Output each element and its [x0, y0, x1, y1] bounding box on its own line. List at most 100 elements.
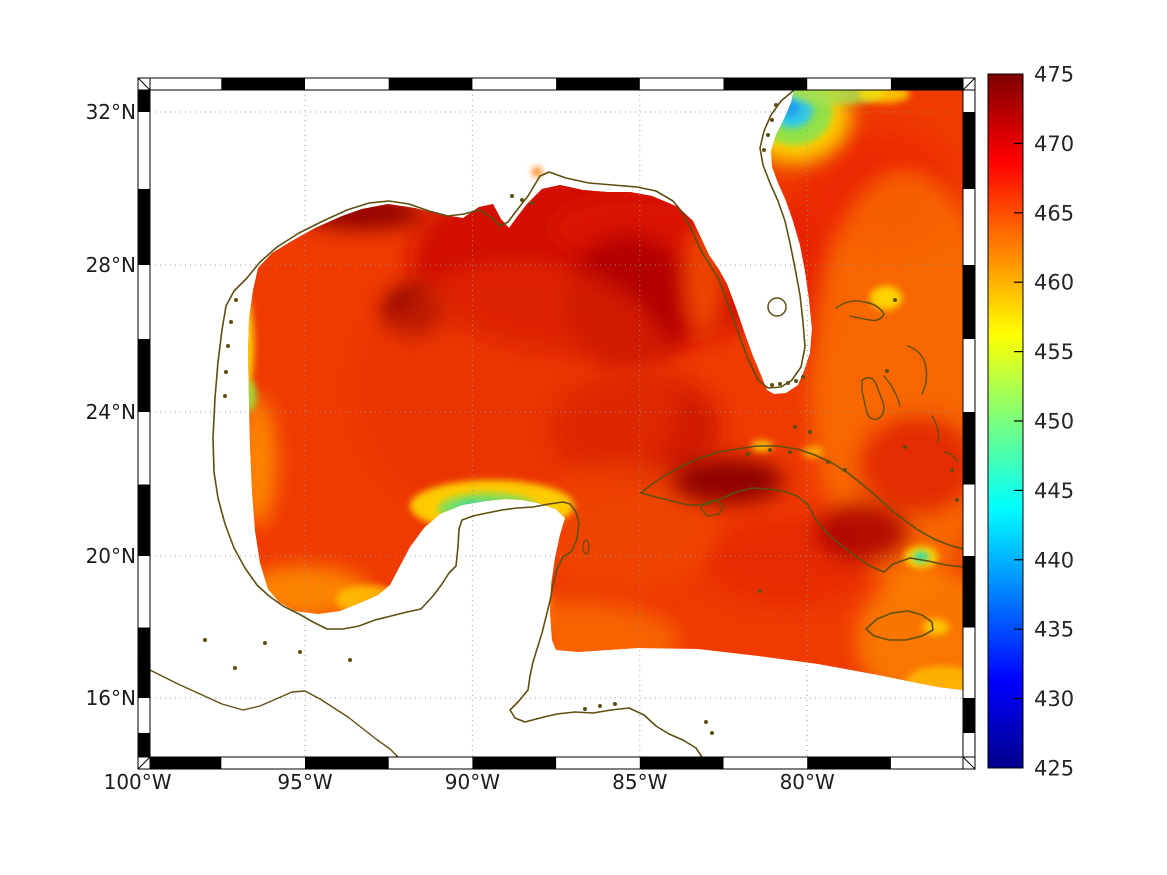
data-blob	[906, 666, 963, 690]
islet	[766, 133, 770, 137]
data-blob	[360, 260, 680, 520]
frame-segment	[138, 627, 150, 698]
data-blob	[438, 493, 538, 525]
data-blob	[248, 397, 276, 527]
data-blob	[248, 380, 257, 412]
islet	[903, 445, 907, 449]
lat-tick-label: 20°N	[86, 544, 136, 568]
islet	[203, 638, 207, 642]
islet	[520, 198, 524, 202]
data-blob	[816, 504, 908, 560]
frame-segment	[138, 339, 150, 412]
islet	[794, 379, 798, 383]
frame-segment	[963, 698, 975, 733]
data-blob	[780, 99, 800, 117]
islet	[223, 394, 227, 398]
lake-okeechobee	[767, 297, 787, 317]
data-blob	[530, 460, 720, 590]
lon-tick-label: 95°W	[277, 770, 332, 794]
frame-segment	[556, 78, 640, 90]
frame-segment	[388, 78, 473, 90]
frame-corner-miter	[137, 77, 151, 91]
islet	[583, 707, 587, 711]
frame-segment	[807, 757, 891, 769]
islet	[768, 448, 772, 452]
islet	[598, 704, 602, 708]
islet	[233, 666, 237, 670]
islet	[770, 383, 774, 387]
colorbar-tick-label: 425	[1034, 757, 1074, 781]
islet	[224, 370, 228, 374]
latitude-labels: 32°N 28°N 24°N 20°N 16°N	[86, 100, 136, 710]
colorbar-tick-label: 475	[1034, 63, 1074, 87]
colorbar-tick-label: 445	[1034, 479, 1074, 503]
frame-corner-miter	[137, 756, 151, 770]
islet	[885, 369, 889, 373]
frame-segment	[138, 90, 150, 112]
islet	[950, 468, 954, 472]
frame-corner-miter	[962, 756, 976, 770]
islet	[613, 702, 617, 706]
islet	[234, 298, 238, 302]
lon-tick-label: 90°W	[445, 770, 500, 794]
frame-segment	[639, 757, 724, 769]
lat-tick-label: 24°N	[86, 400, 136, 424]
colorbar-tick-label: 460	[1034, 271, 1074, 295]
lat-tick-label: 16°N	[86, 686, 136, 710]
cozumel-island	[582, 539, 590, 555]
frame-segment	[221, 78, 305, 90]
islet	[786, 381, 790, 385]
islet	[788, 450, 792, 454]
map-frame	[137, 77, 976, 770]
bahamas-long-island	[931, 415, 940, 443]
graticule	[150, 90, 963, 757]
frame-segment	[723, 78, 808, 90]
islet	[778, 382, 782, 386]
data-blob	[681, 227, 725, 337]
islet	[530, 201, 534, 205]
data-blob	[788, 90, 884, 105]
frame-segment	[963, 556, 975, 628]
islet	[801, 375, 805, 379]
islet	[298, 650, 302, 654]
bahamas-exuma	[883, 375, 901, 407]
data-blob	[672, 458, 784, 504]
data-blob	[336, 585, 400, 615]
islet	[770, 118, 774, 122]
frame-segment	[890, 78, 963, 90]
islet	[758, 589, 762, 593]
lat-tick-label: 28°N	[86, 253, 136, 277]
data-blob	[300, 197, 424, 229]
islet	[229, 320, 233, 324]
data-blob	[855, 570, 963, 690]
islet	[510, 194, 514, 198]
coastlines	[137, 89, 964, 758]
islet	[793, 425, 797, 429]
data-blob	[870, 286, 902, 310]
islet	[893, 298, 897, 302]
frame-segment	[305, 757, 389, 769]
frame-corner-miter	[962, 77, 976, 91]
data-blob	[532, 167, 542, 177]
islet	[704, 720, 708, 724]
islet	[746, 452, 750, 456]
longitude-labels: 100°W 95°W 90°W 85°W 80°W	[104, 770, 835, 794]
colorbar-tick-label: 435	[1034, 618, 1074, 642]
lat-tick-label: 32°N	[86, 100, 136, 124]
islet	[263, 641, 267, 645]
frame-segment	[963, 112, 975, 189]
colorbar-tick-label: 465	[1034, 201, 1074, 225]
islet	[710, 731, 714, 735]
data-blob	[534, 578, 552, 646]
islet	[774, 103, 778, 107]
islet	[226, 344, 230, 348]
data-blob	[858, 90, 910, 103]
islet	[348, 658, 352, 662]
frame-segment	[138, 189, 150, 265]
lon-tick-label: 100°W	[104, 770, 172, 794]
colorbar: 425 430 435 440 445 450 455 460 465 470 475	[987, 63, 1074, 781]
data-blob	[410, 480, 574, 532]
bahamas-andros	[861, 377, 885, 420]
